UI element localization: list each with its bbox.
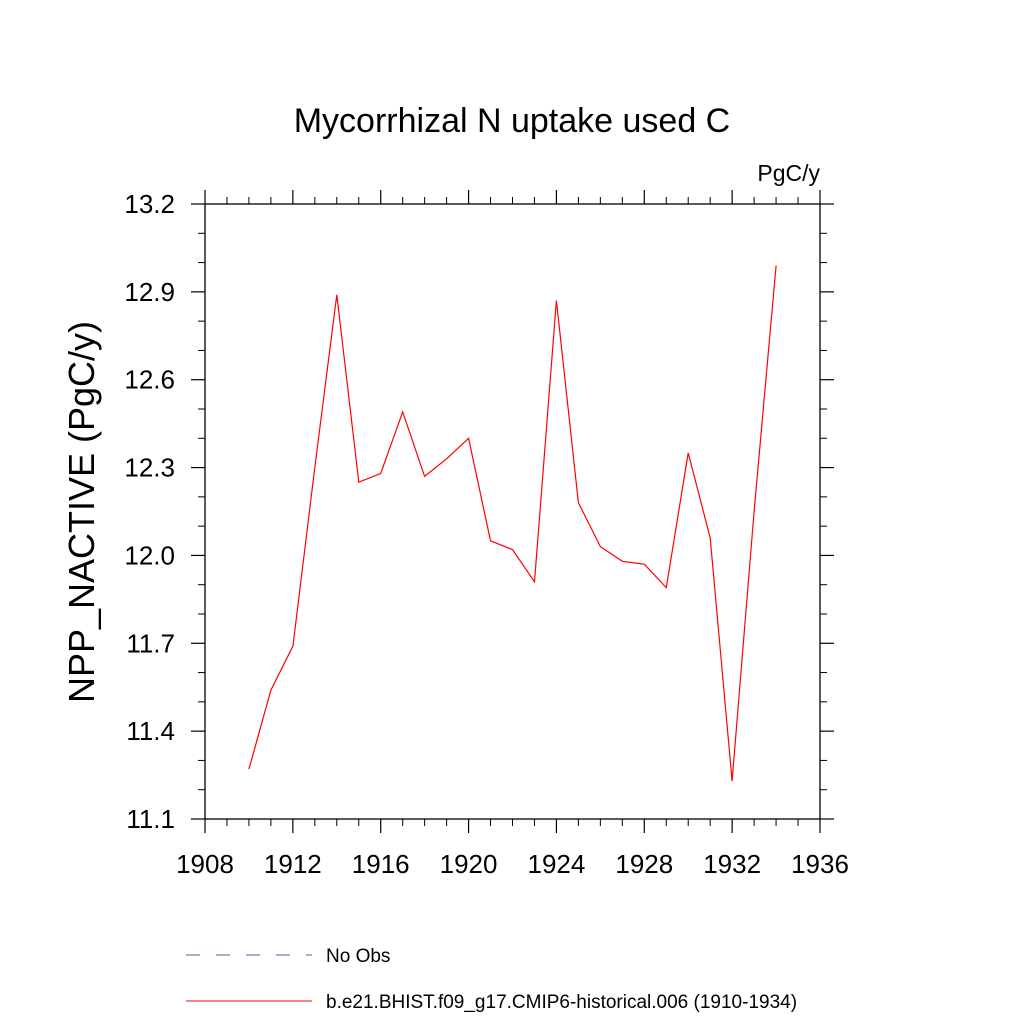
legend-label-1: b.e21.BHIST.f09_g17.CMIP6-historical.006… — [326, 992, 797, 1013]
y-tick-label: 12.9 — [124, 277, 175, 307]
x-tick-label: 1908 — [176, 849, 234, 879]
y-tick-label: 12.0 — [124, 540, 175, 570]
units-label: PgC/y — [757, 160, 820, 186]
series-lines — [248, 265, 777, 781]
chart-title: Mycorrhizal N uptake used C — [294, 102, 731, 140]
y-tick-label: 11.1 — [126, 804, 175, 834]
legend: No Obs b.e21.BHIST.f09_g17.CMIP6-historic… — [186, 946, 797, 1013]
y-tick-label: 12.6 — [124, 365, 175, 395]
x-tick-label: 1936 — [791, 849, 849, 879]
x-tick-label: 1924 — [528, 849, 586, 879]
y-axis-label: NPP_NACTIVE (PgC/y) — [61, 321, 102, 703]
x-tick-label: 1912 — [264, 849, 322, 879]
x-tick-label: 1920 — [440, 849, 498, 879]
y-tick-label: 12.3 — [124, 453, 175, 483]
y-tick-label: 13.2 — [124, 189, 175, 219]
x-tick-label: 1928 — [615, 849, 673, 879]
x-tick-label: 1932 — [703, 849, 761, 879]
axis-ticks: 1908 1912 1916 1920 1924 1928 1932 1936 11.1 11.4… — [124, 189, 849, 879]
y-tick-label: 11.4 — [126, 716, 175, 746]
legend-label-0: No Obs — [326, 946, 390, 967]
x-tick-label: 1916 — [352, 849, 410, 879]
y-tick-label: 11.7 — [126, 628, 175, 658]
series-line-0 — [248, 265, 777, 781]
